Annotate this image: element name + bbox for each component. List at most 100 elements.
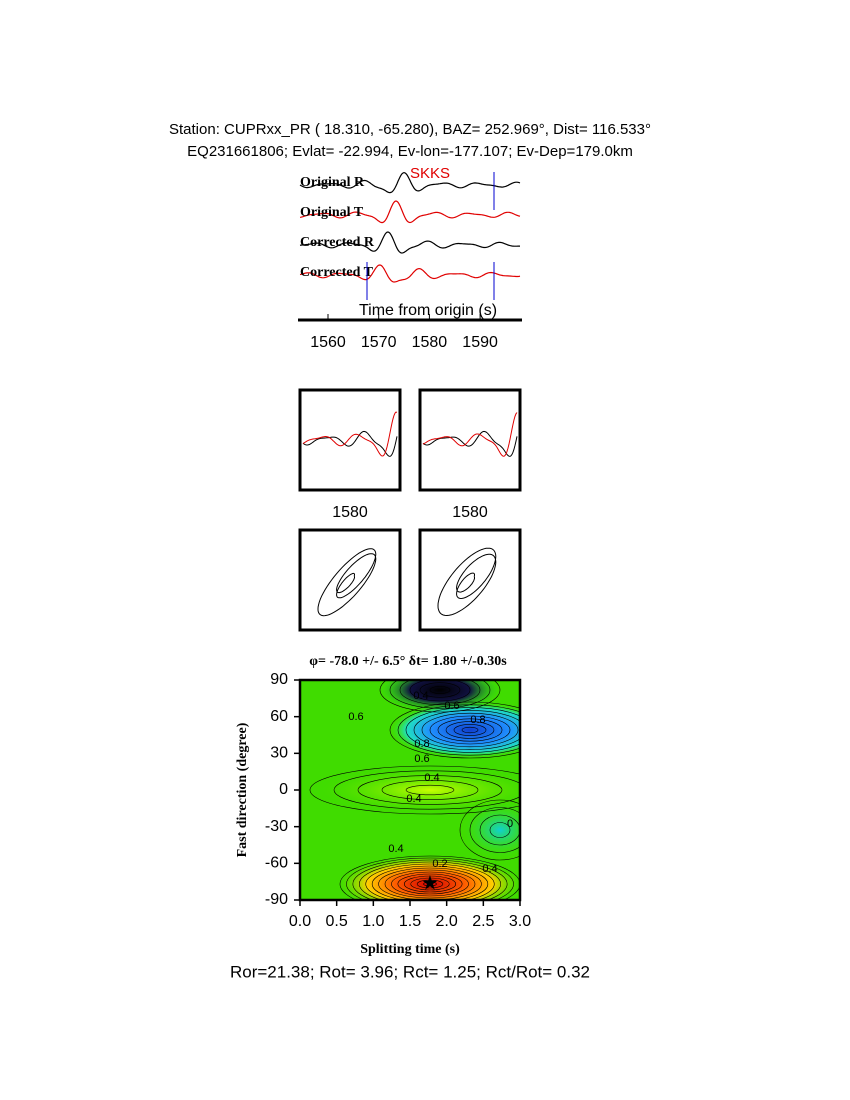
contour bbox=[391, 871, 469, 897]
contour-label: 0.8 bbox=[470, 714, 485, 726]
contour-label: 0.4 bbox=[482, 863, 497, 875]
tick-label: 0 bbox=[279, 781, 288, 798]
tick-label: 1580 bbox=[452, 504, 488, 521]
trace-label: Corrected T bbox=[300, 265, 374, 280]
panel bbox=[298, 528, 402, 632]
panel bbox=[418, 528, 522, 632]
axis-label: Time from origin (s) bbox=[359, 302, 497, 319]
contour-label: 0 bbox=[507, 818, 513, 830]
tick-label: 2.5 bbox=[472, 913, 494, 930]
contour bbox=[371, 865, 489, 900]
contour bbox=[384, 869, 476, 899]
contour bbox=[423, 881, 437, 887]
contour bbox=[389, 680, 491, 709]
contour bbox=[389, 701, 520, 759]
grid-title: φ= -78.0 +/- 6.5° δt= 1.80 +/-0.30s bbox=[309, 654, 507, 669]
contour bbox=[429, 715, 511, 745]
contour bbox=[339, 855, 520, 900]
contour bbox=[379, 680, 501, 713]
header-line: Station: CUPRxx_PR ( 18.310, -65.280), B… bbox=[169, 121, 651, 138]
tick-label: -90 bbox=[265, 891, 288, 908]
contour bbox=[419, 682, 461, 698]
contour-label: 0.4 bbox=[413, 690, 428, 702]
contour bbox=[309, 765, 520, 815]
contour bbox=[489, 822, 511, 838]
contour-label: 0.6 bbox=[444, 700, 459, 712]
contour-label: 0.8 bbox=[414, 738, 429, 750]
contour bbox=[461, 726, 479, 734]
contour bbox=[403, 875, 457, 893]
contour bbox=[429, 686, 451, 694]
contour bbox=[437, 718, 503, 742]
footer: Ror=21.38; Rot= 3.96; Rct= 1.25; Rct/Rot… bbox=[230, 962, 590, 981]
contour-label: 0.4 bbox=[406, 793, 421, 805]
contour-label: 0.4 bbox=[424, 772, 439, 784]
contour bbox=[453, 724, 487, 736]
tick-label: 1570 bbox=[361, 334, 397, 351]
tick-label: 90 bbox=[270, 671, 288, 688]
contour-label: 0.4 bbox=[388, 843, 403, 855]
tick-label: 3.0 bbox=[509, 913, 531, 930]
contour bbox=[357, 775, 503, 805]
contour bbox=[365, 863, 495, 900]
tick-label: 60 bbox=[270, 708, 288, 725]
panel bbox=[418, 388, 522, 492]
contour bbox=[378, 867, 482, 900]
tick-label: 1580 bbox=[412, 334, 448, 351]
contour bbox=[333, 770, 520, 810]
contour bbox=[459, 799, 520, 861]
trace-label: Original T bbox=[300, 205, 364, 220]
contour bbox=[409, 680, 471, 702]
contour-label: 0.6 bbox=[348, 711, 363, 723]
tick-label: 1590 bbox=[462, 334, 498, 351]
waveform bbox=[299, 231, 520, 254]
axis-label: Splitting time (s) bbox=[360, 942, 460, 957]
tick-label: -60 bbox=[265, 855, 288, 872]
contour bbox=[469, 807, 520, 853]
trace-label: Original R bbox=[300, 175, 365, 190]
contour-label: 0.6 bbox=[414, 753, 429, 765]
contour bbox=[381, 780, 479, 800]
contour-label: 0.2 bbox=[432, 858, 447, 870]
contour bbox=[405, 707, 520, 753]
contour bbox=[410, 877, 450, 891]
tick-label: 1.5 bbox=[399, 913, 421, 930]
particle-motion bbox=[317, 548, 377, 617]
waveform bbox=[299, 171, 521, 194]
phase-label: SKKS bbox=[410, 165, 450, 182]
tick-label: 0.5 bbox=[326, 913, 348, 930]
axis-label: Fast direction (degree) bbox=[235, 722, 250, 857]
header-line: EQ231661806; Evlat= -22.994, Ev-lon=-177… bbox=[187, 143, 633, 160]
trace-label: Corrected R bbox=[300, 235, 375, 250]
tick-label: 2.0 bbox=[436, 913, 458, 930]
tick-label: 1580 bbox=[332, 504, 368, 521]
tick-label: 30 bbox=[270, 745, 288, 762]
tick-label: 1560 bbox=[310, 334, 346, 351]
best-fit-star: ★ bbox=[421, 873, 439, 895]
tick-label: 0.0 bbox=[289, 913, 311, 930]
contour bbox=[416, 879, 444, 889]
contour bbox=[397, 873, 463, 895]
waveform bbox=[302, 411, 398, 457]
particle-motion bbox=[437, 547, 497, 617]
tick-label: -30 bbox=[265, 818, 288, 835]
waveform bbox=[299, 200, 521, 224]
contour bbox=[359, 861, 501, 900]
contour bbox=[405, 784, 455, 796]
contour bbox=[346, 857, 514, 900]
contour bbox=[445, 721, 495, 739]
contour bbox=[399, 680, 481, 705]
waveform bbox=[422, 430, 518, 457]
panel bbox=[298, 388, 402, 492]
waveform bbox=[299, 264, 521, 283]
contour bbox=[421, 712, 519, 748]
waveform bbox=[302, 430, 398, 457]
contour bbox=[352, 859, 508, 900]
contour bbox=[479, 814, 520, 846]
contour-map bbox=[300, 680, 520, 900]
contour bbox=[413, 710, 520, 750]
tick-label: 1.0 bbox=[362, 913, 384, 930]
waveform bbox=[422, 412, 518, 457]
